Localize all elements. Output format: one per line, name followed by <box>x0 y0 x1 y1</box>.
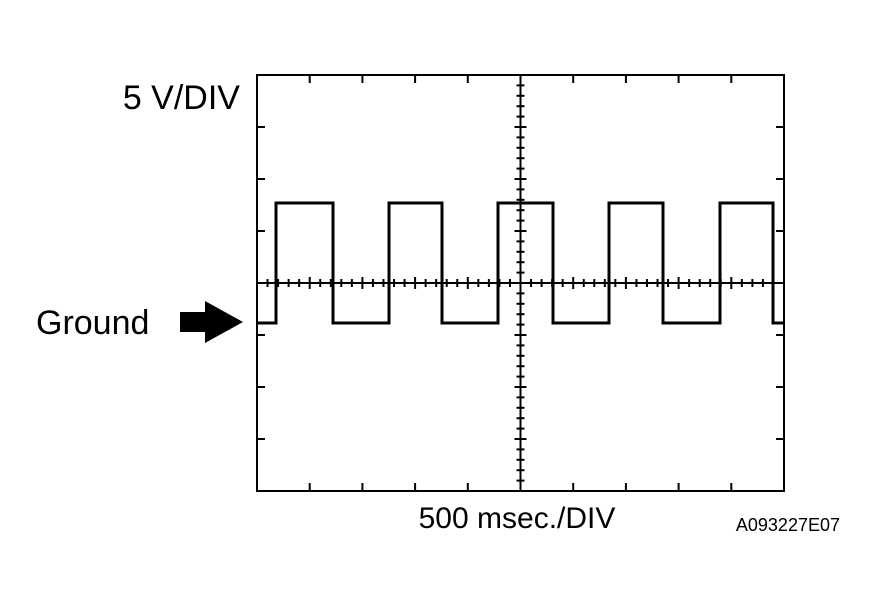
ground-arrow <box>180 301 243 343</box>
ground-label: Ground <box>36 304 149 342</box>
volts-per-div-label: 5 V/DIV <box>123 79 240 117</box>
time-per-div-label: 500 msec./DIV <box>419 502 616 535</box>
waveform <box>257 201 784 325</box>
screen-grid <box>256 74 785 492</box>
figure-id: A093227E07 <box>736 515 840 535</box>
